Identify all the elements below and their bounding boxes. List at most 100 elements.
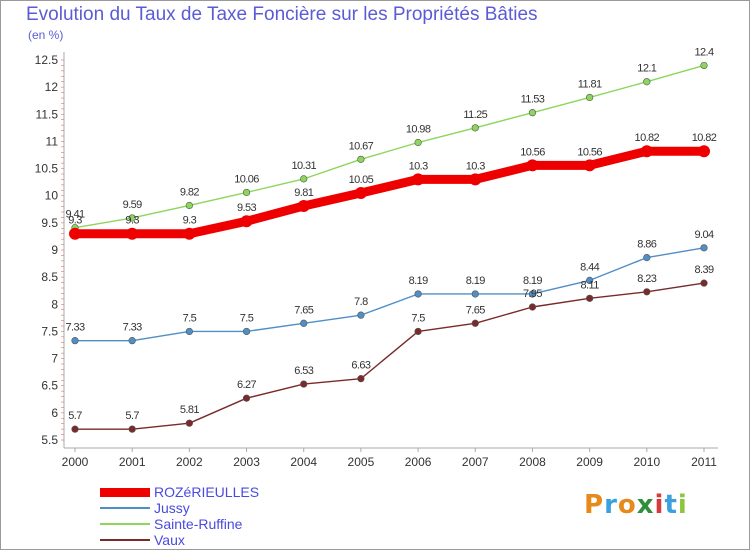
data-label: 7.8 [354, 296, 368, 308]
data-point [71, 337, 79, 345]
data-point [640, 145, 653, 158]
data-point [528, 303, 537, 311]
data-point [357, 375, 365, 383]
data-point [240, 215, 253, 228]
data-point [643, 78, 651, 86]
data-label: 12.4 [694, 46, 713, 58]
data-label: 10.3 [466, 160, 485, 172]
y-tick-label: 8.5 [41, 270, 58, 284]
data-point [471, 319, 479, 327]
data-label: 6.27 [237, 379, 256, 391]
data-label: 9.04 [694, 229, 713, 241]
data-point [414, 138, 422, 147]
data-point [242, 188, 251, 197]
data-label: 8.11 [581, 279, 600, 291]
logo-letter: o [617, 490, 637, 520]
y-tick-label: 12.5 [35, 53, 59, 67]
data-label: 6.63 [351, 360, 370, 372]
data-label: 5.7 [125, 410, 139, 422]
data-point [300, 175, 308, 183]
data-label: 8.19 [466, 275, 485, 287]
logo-letter: i [677, 490, 688, 520]
data-label: 8.39 [694, 264, 713, 276]
y-tick-label: 12 [45, 80, 59, 94]
data-label: 7.65 [466, 304, 485, 316]
data-point [586, 294, 594, 302]
data-point [526, 159, 539, 172]
data-label: 5.7 [68, 410, 82, 422]
x-tick-label: 2010 [633, 455, 660, 469]
y-tick-label: 5.5 [41, 433, 58, 447]
data-label: 10.31 [291, 160, 316, 172]
logo-letter: t [664, 490, 678, 520]
legend-label: Sainte-Ruffine [154, 516, 243, 532]
unit-label: (en %) [28, 28, 64, 42]
y-tick-label: 11.5 [36, 107, 59, 121]
data-point [242, 394, 251, 402]
data-label: 9.3 [125, 215, 139, 227]
data-label: 11.81 [578, 78, 602, 90]
data-label: 9.3 [183, 215, 197, 227]
data-point [528, 109, 537, 117]
data-point [471, 124, 479, 132]
x-tick-label: 2006 [405, 455, 432, 469]
chart-title: Evolution du Taux de Taxe Foncière sur l… [26, 4, 538, 25]
logo-letter: x [636, 490, 655, 520]
series-line [74, 64, 705, 229]
y-tick-label: 7 [51, 352, 58, 366]
y-tick-label: 9.5 [41, 216, 58, 230]
data-label: 10.56 [520, 146, 545, 158]
data-label: 10.06 [234, 173, 259, 185]
data-point [300, 380, 308, 388]
data-label: 7.5 [411, 312, 425, 324]
logo-letter: P [584, 490, 605, 520]
series-line [70, 146, 709, 239]
data-label: 10.82 [635, 132, 660, 144]
data-label: 7.65 [294, 304, 313, 316]
data-label: 7.5 [183, 312, 197, 324]
x-tick-label: 2009 [576, 455, 603, 469]
data-point [357, 155, 365, 163]
legend-label: Vaux [154, 532, 185, 548]
data-point [183, 227, 196, 240]
data-label: 7.5 [240, 312, 254, 324]
data-point [297, 200, 310, 213]
x-tick-label: 2003 [233, 455, 260, 469]
data-label: 7.33 [65, 322, 84, 334]
data-point [128, 337, 136, 345]
x-tick-label: 2008 [519, 455, 546, 469]
legend-label: Jussy [154, 500, 190, 516]
data-point [185, 201, 193, 210]
data-label: 10.82 [692, 132, 717, 144]
data-point [643, 288, 651, 296]
data-label: 6.53 [294, 365, 313, 377]
x-tick-label: 2005 [348, 455, 375, 469]
data-point [528, 290, 537, 298]
data-label: 8.44 [580, 261, 599, 273]
data-label: 10.98 [406, 124, 431, 136]
data-label: 10.67 [349, 140, 374, 152]
data-point [242, 327, 251, 336]
data-point [354, 187, 367, 199]
x-tick-label: 2002 [176, 455, 203, 469]
logo-letter: i [654, 490, 665, 520]
data-label: 9.82 [180, 186, 199, 198]
y-tick-label: 6.5 [41, 379, 58, 393]
data-point [414, 290, 422, 298]
y-tick-label: 11 [46, 134, 59, 148]
data-label: 8.23 [637, 273, 656, 285]
data-point [185, 327, 193, 336]
logo-letter: r [604, 490, 618, 520]
legend-swatch [100, 539, 150, 541]
data-point [586, 93, 594, 102]
y-tick-label: 6 [51, 406, 58, 420]
data-point [69, 227, 81, 240]
proxiti-logo: Proxiti [584, 490, 688, 520]
legend-swatch [100, 507, 150, 509]
data-point [412, 173, 425, 186]
data-label: 8.86 [637, 239, 656, 251]
y-tick-label: 8 [51, 297, 58, 311]
data-point [71, 425, 79, 433]
legend-swatch [100, 523, 150, 525]
